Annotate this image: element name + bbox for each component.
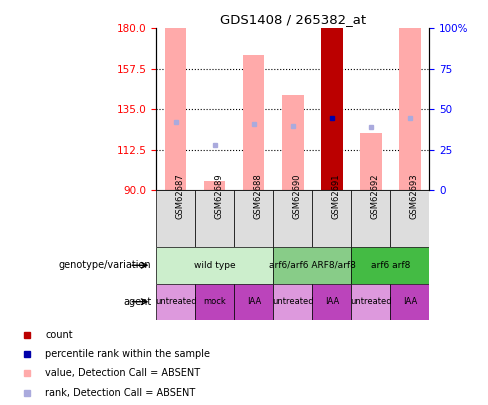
FancyBboxPatch shape xyxy=(156,284,195,320)
FancyBboxPatch shape xyxy=(156,247,273,284)
Text: GSM62687: GSM62687 xyxy=(176,173,184,219)
Bar xyxy=(321,28,343,190)
Text: rank, Detection Call = ABSENT: rank, Detection Call = ABSENT xyxy=(45,388,195,398)
Bar xyxy=(399,28,421,190)
FancyBboxPatch shape xyxy=(351,284,390,320)
Text: untreated: untreated xyxy=(350,297,392,306)
Bar xyxy=(360,133,382,190)
Text: arf6 arf8: arf6 arf8 xyxy=(371,261,410,270)
Text: GSM62690: GSM62690 xyxy=(293,173,302,219)
Text: agent: agent xyxy=(123,297,151,307)
FancyBboxPatch shape xyxy=(195,284,234,320)
FancyBboxPatch shape xyxy=(390,284,429,320)
Bar xyxy=(165,28,186,190)
Text: GSM62689: GSM62689 xyxy=(215,173,224,219)
Text: count: count xyxy=(45,330,73,339)
Text: untreated: untreated xyxy=(155,297,197,306)
Text: genotype/variation: genotype/variation xyxy=(59,260,151,270)
FancyBboxPatch shape xyxy=(312,190,351,247)
Bar xyxy=(204,181,225,190)
FancyBboxPatch shape xyxy=(273,284,312,320)
Bar xyxy=(282,95,304,190)
Text: GSM62688: GSM62688 xyxy=(254,173,263,219)
Text: arf6/arf6 ARF8/arf8: arf6/arf6 ARF8/arf8 xyxy=(269,261,356,270)
Text: mock: mock xyxy=(203,297,226,306)
FancyBboxPatch shape xyxy=(195,190,234,247)
FancyBboxPatch shape xyxy=(273,190,312,247)
FancyBboxPatch shape xyxy=(351,190,390,247)
Text: GSM62692: GSM62692 xyxy=(371,173,380,219)
Text: GSM62691: GSM62691 xyxy=(332,173,341,219)
FancyBboxPatch shape xyxy=(234,284,273,320)
FancyBboxPatch shape xyxy=(234,190,273,247)
Title: GDS1408 / 265382_at: GDS1408 / 265382_at xyxy=(220,13,366,26)
Text: IAA: IAA xyxy=(403,297,417,306)
FancyBboxPatch shape xyxy=(390,190,429,247)
FancyBboxPatch shape xyxy=(156,190,195,247)
Text: percentile rank within the sample: percentile rank within the sample xyxy=(45,349,210,359)
Bar xyxy=(243,55,264,190)
Text: IAA: IAA xyxy=(325,297,339,306)
Text: value, Detection Call = ABSENT: value, Detection Call = ABSENT xyxy=(45,369,200,378)
Text: untreated: untreated xyxy=(272,297,314,306)
Text: GSM62693: GSM62693 xyxy=(410,173,419,219)
FancyBboxPatch shape xyxy=(312,284,351,320)
Text: IAA: IAA xyxy=(246,297,261,306)
FancyBboxPatch shape xyxy=(351,247,429,284)
Text: wild type: wild type xyxy=(194,261,236,270)
FancyBboxPatch shape xyxy=(273,247,351,284)
